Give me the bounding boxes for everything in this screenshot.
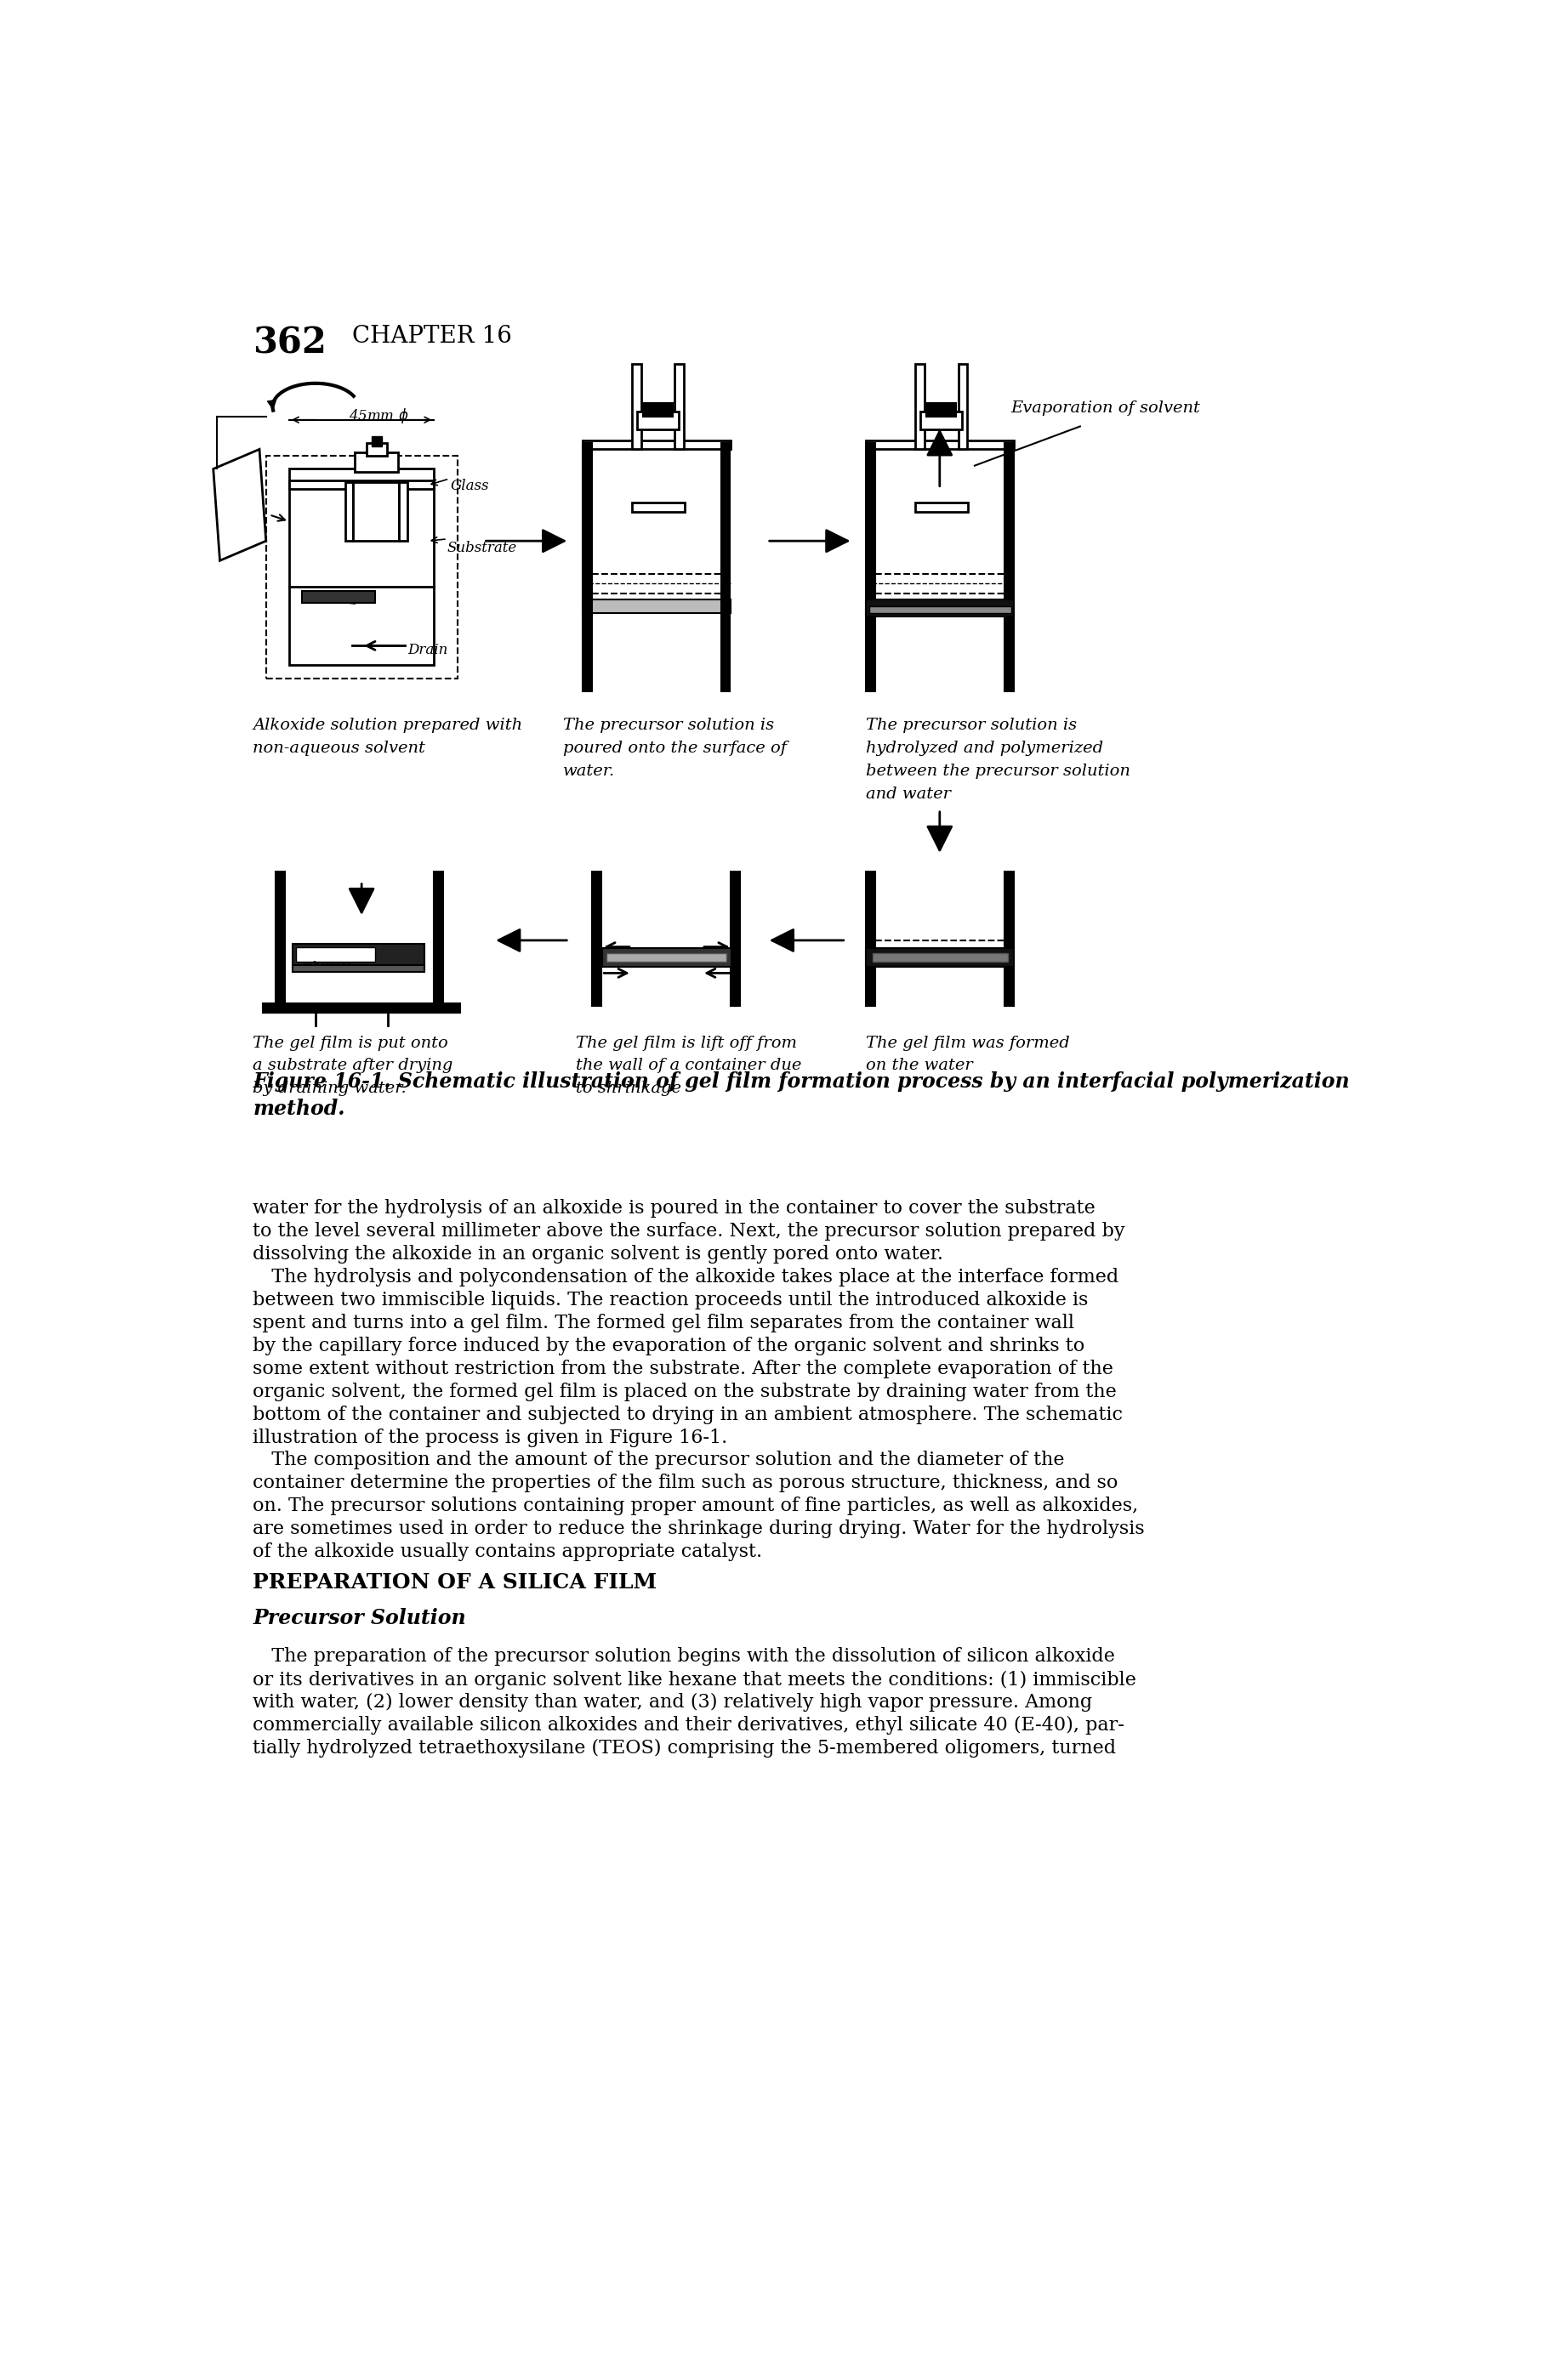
Bar <box>731 871 740 1007</box>
Bar <box>582 600 731 614</box>
Text: organic solvent, the formed gel film is placed on the substrate by draining wate: organic solvent, the formed gel film is … <box>252 1383 1116 1402</box>
Bar <box>1005 871 1014 1007</box>
Bar <box>915 502 968 512</box>
Text: The gel film is lift off from: The gel film is lift off from <box>576 1035 797 1050</box>
Bar <box>582 443 591 693</box>
Text: the wall of a container due: the wall of a container due <box>576 1059 802 1073</box>
Text: dissolving the alkoxide in an organic solvent is gently pored onto water.: dissolving the alkoxide in an organic so… <box>252 1245 943 1264</box>
Text: CHAPTER 16: CHAPTER 16 <box>351 326 511 347</box>
Text: water.: water. <box>562 764 615 778</box>
Bar <box>632 364 641 450</box>
Bar <box>433 871 443 1007</box>
Bar <box>293 942 424 966</box>
Text: non-aqueous solvent: non-aqueous solvent <box>252 740 426 757</box>
Text: by draining water.: by draining water. <box>252 1081 407 1097</box>
Text: Precursor Solution: Precursor Solution <box>252 1609 466 1628</box>
Bar <box>927 405 957 416</box>
Bar <box>372 436 382 445</box>
Text: Glass: Glass <box>450 478 489 493</box>
Bar <box>263 1004 460 1011</box>
Bar <box>353 483 399 540</box>
Text: on the water: on the water <box>865 1059 972 1073</box>
Text: to shrinkage: to shrinkage <box>576 1081 681 1097</box>
Bar <box>873 952 1008 962</box>
Text: commercially available silicon alkoxides and their derivatives, ethyl silicate 4: commercially available silicon alkoxides… <box>252 1716 1124 1735</box>
Text: Drain: Drain <box>407 643 447 657</box>
Text: tially hydrolyzed tetraethoxysilane (TEOS) comprising the 5-membered oligomers, : tially hydrolyzed tetraethoxysilane (TEO… <box>252 1740 1116 1759</box>
Text: 45mm $\phi$: 45mm $\phi$ <box>348 407 409 426</box>
Text: with water, (2) lower density than water, and (3) relatively high vapor pressure: with water, (2) lower density than water… <box>252 1692 1093 1711</box>
Bar <box>632 502 684 512</box>
Bar <box>958 364 968 450</box>
Bar <box>289 481 433 488</box>
Bar <box>345 483 353 540</box>
Bar <box>296 947 375 962</box>
Bar <box>607 952 726 962</box>
Bar <box>921 412 963 431</box>
Text: spent and turns into a gel film. The formed gel film separates from the containe: spent and turns into a gel film. The for… <box>252 1314 1074 1333</box>
Text: hydrolyzed and polymerized: hydrolyzed and polymerized <box>865 740 1104 757</box>
Bar <box>865 947 1014 966</box>
Text: 362: 362 <box>252 326 327 362</box>
Text: are sometimes used in order to reduce the shrinkage during drying. Water for the: are sometimes used in order to reduce th… <box>252 1521 1144 1537</box>
Bar <box>289 469 433 666</box>
Text: Evaporation of solvent: Evaporation of solvent <box>1011 400 1200 416</box>
Bar <box>276 871 285 1007</box>
Bar <box>399 483 407 540</box>
Bar <box>293 966 424 971</box>
Bar <box>642 405 673 416</box>
Bar <box>367 443 387 457</box>
Bar <box>302 590 375 602</box>
Polygon shape <box>214 450 266 562</box>
Bar <box>602 947 731 966</box>
Bar <box>721 443 731 693</box>
Text: substrate: substrate <box>300 962 351 971</box>
Text: container determine the properties of the film such as porous structure, thickne: container determine the properties of th… <box>252 1473 1118 1492</box>
Text: of the alkoxide usually contains appropriate catalyst.: of the alkoxide usually contains appropr… <box>252 1542 763 1561</box>
Text: The gel film was formed: The gel film was formed <box>865 1035 1070 1050</box>
Bar <box>354 452 398 471</box>
Text: and water: and water <box>865 785 950 802</box>
Text: poured onto the surface of: poured onto the surface of <box>562 740 786 757</box>
Text: The hydrolysis and polycondensation of the alkoxide takes place at the interface: The hydrolysis and polycondensation of t… <box>252 1269 1119 1288</box>
Text: to the level several millimeter above the surface. Next, the precursor solution : to the level several millimeter above th… <box>252 1221 1125 1240</box>
Text: a substrate after drying: a substrate after drying <box>252 1059 454 1073</box>
Bar <box>865 871 875 1007</box>
Text: Substrate: Substrate <box>447 540 517 555</box>
Text: illustration of the process is given in Figure 16-1.: illustration of the process is given in … <box>252 1428 728 1447</box>
Text: The precursor solution is: The precursor solution is <box>562 719 774 733</box>
Bar <box>593 871 602 1007</box>
Bar <box>638 412 678 431</box>
Text: Water: Water <box>316 605 354 616</box>
Text: The precursor solution is: The precursor solution is <box>865 719 1077 733</box>
Text: water for the hydrolysis of an alkoxide is poured in the container to cover the : water for the hydrolysis of an alkoxide … <box>252 1200 1096 1219</box>
Bar <box>865 440 1014 450</box>
Bar <box>868 607 1011 614</box>
Text: by the capillary force induced by the evaporation of the organic solvent and shr: by the capillary force induced by the ev… <box>252 1338 1085 1354</box>
Bar <box>915 364 924 450</box>
Text: or its derivatives in an organic solvent like hexane that meets the conditions: : or its derivatives in an organic solvent… <box>252 1671 1136 1690</box>
Text: between two immiscible liquids. The reaction proceeds until the introduced alkox: between two immiscible liquids. The reac… <box>252 1290 1088 1309</box>
Bar <box>865 600 1014 616</box>
Text: bottom of the container and subjected to drying in an ambient atmosphere. The sc: bottom of the container and subjected to… <box>252 1404 1122 1423</box>
Bar <box>266 457 457 678</box>
Text: The gel film is put onto: The gel film is put onto <box>252 1035 449 1050</box>
Text: The composition and the amount of the precursor solution and the diameter of the: The composition and the amount of the pr… <box>252 1452 1065 1471</box>
Text: some extent without restriction from the substrate. After the complete evaporati: some extent without restriction from the… <box>252 1359 1113 1378</box>
Bar <box>865 443 875 693</box>
Text: Alkoxide solution prepared with: Alkoxide solution prepared with <box>252 719 523 733</box>
Bar <box>582 440 731 450</box>
Text: The preparation of the precursor solution begins with the dissolution of silicon: The preparation of the precursor solutio… <box>252 1647 1115 1666</box>
Text: between the precursor solution: between the precursor solution <box>865 764 1130 778</box>
Text: on. The precursor solutions containing proper amount of fine particles, as well : on. The precursor solutions containing p… <box>252 1497 1138 1516</box>
Text: method.: method. <box>252 1100 345 1119</box>
Bar <box>675 364 684 450</box>
Text: PREPARATION OF A SILICA FILM: PREPARATION OF A SILICA FILM <box>252 1573 656 1592</box>
Text: Figure 16-1. Schematic illustration of gel film formation process by an interfac: Figure 16-1. Schematic illustration of g… <box>252 1071 1350 1092</box>
Bar <box>1005 443 1014 693</box>
